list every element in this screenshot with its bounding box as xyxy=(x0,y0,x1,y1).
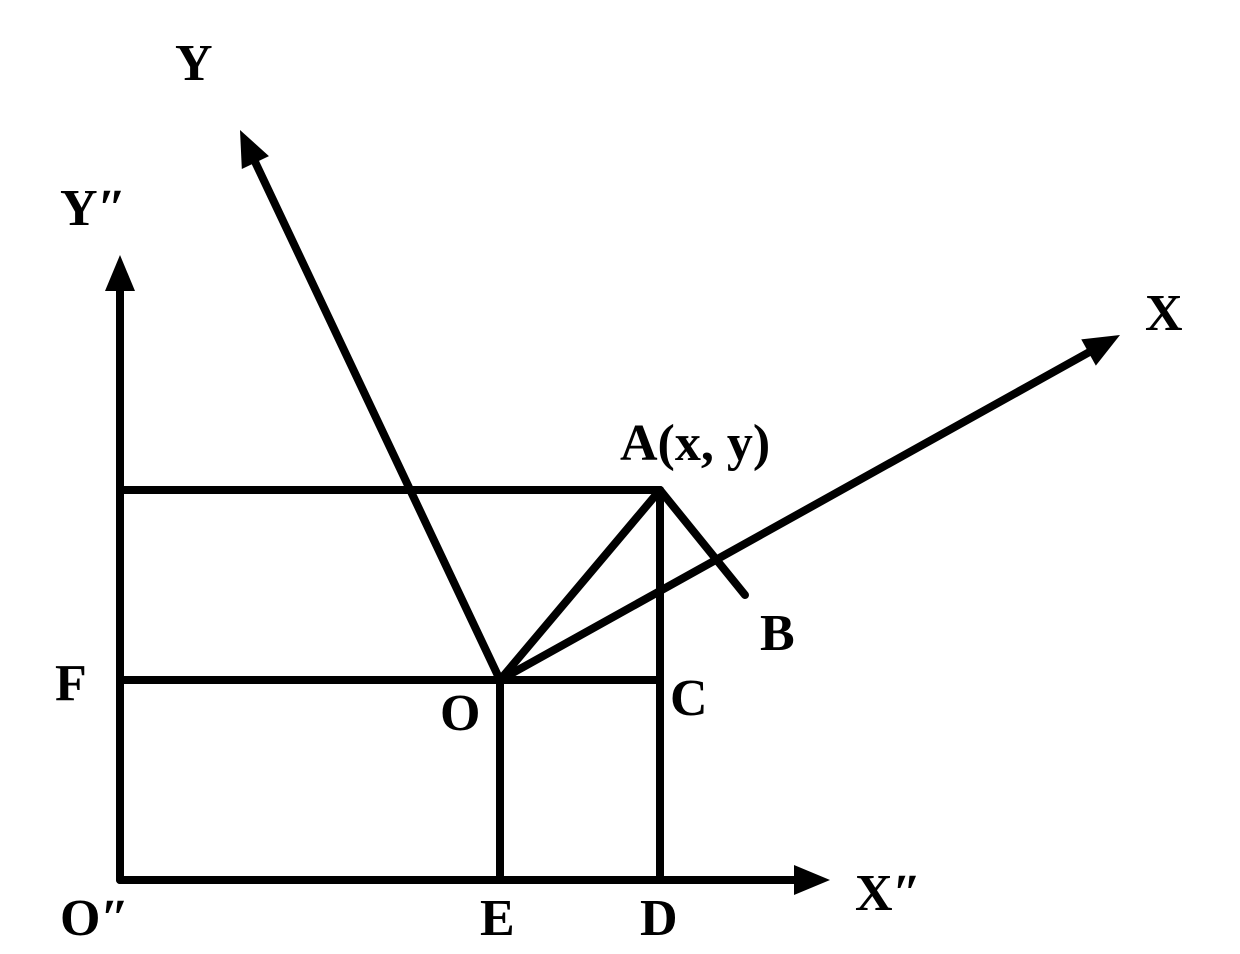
label-X2: X″ xyxy=(855,865,921,922)
label-Y: Y xyxy=(175,35,213,92)
label-X: X xyxy=(1145,285,1183,342)
label-F: F xyxy=(55,655,87,712)
label-C: C xyxy=(670,670,708,727)
axis-x xyxy=(500,346,1101,680)
coordinate-diagram: O″ X″ Y″ X Y O A(x, y) BC D E F xyxy=(0,0,1240,954)
axis-x-doubleprime-arrowhead xyxy=(794,865,830,895)
label-D: D xyxy=(640,890,678,947)
label-B: B xyxy=(760,605,795,662)
line-A-B xyxy=(660,490,745,595)
line-O-A xyxy=(500,490,660,680)
axis-y xyxy=(249,150,500,680)
label-O: O xyxy=(440,685,480,742)
diagram-arrowheads xyxy=(105,130,1120,895)
diagram-lines xyxy=(120,150,1101,880)
label-E: E xyxy=(480,890,515,947)
axis-y-doubleprime-arrowhead xyxy=(105,255,135,291)
label-A: A(x, y) xyxy=(620,415,770,472)
label-O2: O″ xyxy=(60,890,129,947)
label-Y2: Y″ xyxy=(60,180,126,237)
